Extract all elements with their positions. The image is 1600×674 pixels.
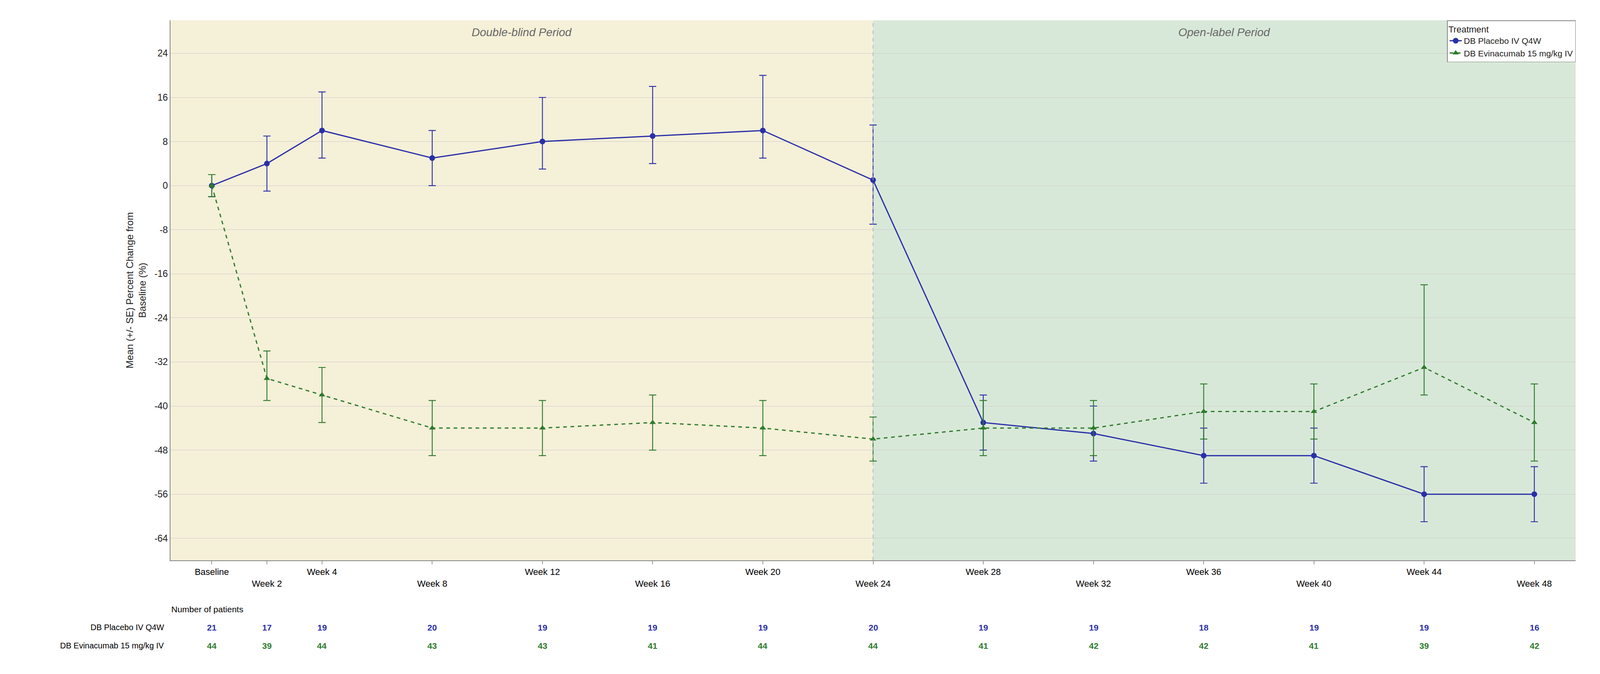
svg-text:Open-label Period: Open-label Period xyxy=(1178,25,1271,39)
svg-text:18: 18 xyxy=(1198,622,1209,632)
svg-text:Week 16: Week 16 xyxy=(635,578,671,589)
svg-text:Week 40: Week 40 xyxy=(1296,578,1332,589)
svg-text:Treatment: Treatment xyxy=(1448,24,1489,35)
svg-text:44: 44 xyxy=(207,640,217,651)
svg-text:DB Placebo IV Q4W: DB Placebo IV Q4W xyxy=(1464,36,1542,46)
svg-text:42: 42 xyxy=(1198,640,1209,651)
svg-text:42: 42 xyxy=(1088,640,1099,651)
svg-text:-56: -56 xyxy=(154,488,168,500)
svg-text:0: 0 xyxy=(162,180,169,191)
svg-text:-24: -24 xyxy=(154,312,168,324)
svg-text:39: 39 xyxy=(262,640,272,651)
svg-text:-48: -48 xyxy=(154,444,168,456)
svg-text:Week 12: Week 12 xyxy=(524,566,560,577)
svg-text:44: 44 xyxy=(316,640,327,651)
svg-text:8: 8 xyxy=(162,136,169,147)
svg-text:Number of patients: Number of patients xyxy=(171,604,244,614)
svg-text:-8: -8 xyxy=(159,224,168,236)
svg-text:-16: -16 xyxy=(154,268,168,279)
svg-text:Week 32: Week 32 xyxy=(1076,578,1111,589)
svg-text:44: 44 xyxy=(868,640,878,651)
svg-text:-32: -32 xyxy=(154,356,168,367)
svg-text:42: 42 xyxy=(1529,640,1540,651)
svg-text:DB Evinacumab 15 mg/kg IV: DB Evinacumab 15 mg/kg IV xyxy=(60,640,164,650)
svg-text:Week 48: Week 48 xyxy=(1516,578,1552,589)
svg-text:44: 44 xyxy=(757,640,768,651)
svg-text:Week 8: Week 8 xyxy=(417,578,448,589)
svg-text:Week 44: Week 44 xyxy=(1406,566,1442,577)
svg-text:20: 20 xyxy=(427,622,437,632)
svg-text:-40: -40 xyxy=(154,400,168,412)
svg-text:Baseline: Baseline xyxy=(194,566,229,577)
svg-text:19: 19 xyxy=(647,622,658,632)
svg-text:43: 43 xyxy=(537,640,548,651)
svg-text:-64: -64 xyxy=(154,532,168,544)
svg-text:19: 19 xyxy=(1088,622,1099,632)
svg-text:20: 20 xyxy=(868,622,878,632)
svg-text:Double-blind Period: Double-blind Period xyxy=(471,25,572,39)
svg-text:16: 16 xyxy=(1529,622,1540,632)
svg-text:Week 2: Week 2 xyxy=(251,578,282,589)
svg-text:19: 19 xyxy=(1419,622,1429,632)
svg-text:39: 39 xyxy=(1419,640,1429,651)
svg-text:19: 19 xyxy=(1309,622,1319,632)
svg-text:DB Evinacumab 15 mg/kg IV: DB Evinacumab 15 mg/kg IV xyxy=(1464,48,1573,59)
svg-text:Week 20: Week 20 xyxy=(745,566,781,577)
svg-text:21: 21 xyxy=(207,622,217,632)
svg-text:19: 19 xyxy=(758,622,768,632)
svg-text:19: 19 xyxy=(978,622,988,632)
svg-text:Mean (+/- SE) Percent Change f: Mean (+/- SE) Percent Change fromBaselin… xyxy=(124,212,148,369)
svg-text:41: 41 xyxy=(1308,640,1319,651)
svg-text:Week 4: Week 4 xyxy=(306,566,337,577)
svg-text:24: 24 xyxy=(157,47,169,59)
svg-text:41: 41 xyxy=(647,640,658,651)
svg-text:43: 43 xyxy=(427,640,437,651)
svg-text:17: 17 xyxy=(262,622,272,632)
svg-text:Week 24: Week 24 xyxy=(855,578,891,589)
svg-text:Week 36: Week 36 xyxy=(1185,566,1221,577)
svg-text:41: 41 xyxy=(978,640,989,651)
svg-text:DB Placebo IV Q4W: DB Placebo IV Q4W xyxy=(90,622,164,632)
svg-text:19: 19 xyxy=(317,622,327,632)
svg-text:19: 19 xyxy=(537,622,548,632)
svg-text:16: 16 xyxy=(157,92,169,103)
svg-text:Week 28: Week 28 xyxy=(965,566,1001,577)
